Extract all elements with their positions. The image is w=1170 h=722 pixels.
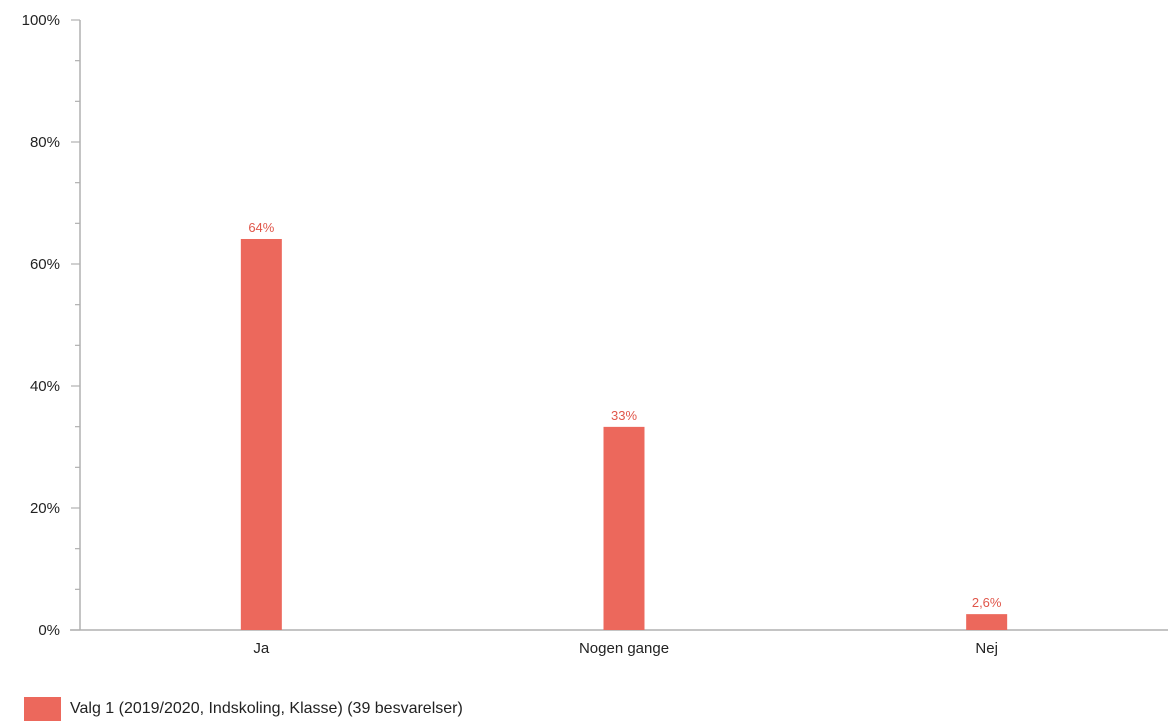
y-tick-label: 20% [30, 500, 60, 517]
category-label: Nogen gange [579, 640, 669, 657]
legend-swatch [24, 697, 61, 721]
y-tick-label: 60% [30, 256, 60, 273]
data-label: 2,6% [972, 595, 1002, 610]
y-tick-label: 80% [30, 134, 60, 151]
data-label: 33% [611, 408, 637, 423]
bars [240, 238, 1008, 631]
bar [240, 238, 282, 631]
y-tick-label: 0% [38, 622, 60, 639]
category-label: Ja [253, 640, 270, 657]
legend: Valg 1 (2019/2020, Indskoling, Klasse) (… [24, 697, 463, 721]
bar [603, 426, 645, 630]
bar [966, 614, 1008, 630]
legend-label: Valg 1 (2019/2020, Indskoling, Klasse) (… [70, 700, 463, 717]
y-tick-label: 40% [30, 378, 60, 395]
category-labels: Ja Nogen gange Nej [253, 640, 998, 657]
category-label: Nej [975, 640, 998, 657]
y-tick-label: 100% [22, 12, 60, 29]
data-label: 64% [248, 220, 274, 235]
data-labels: 64% 33% 2,6% [248, 220, 1002, 610]
y-axis: 0% 20% 40% 60% 80% 100% [22, 12, 81, 639]
